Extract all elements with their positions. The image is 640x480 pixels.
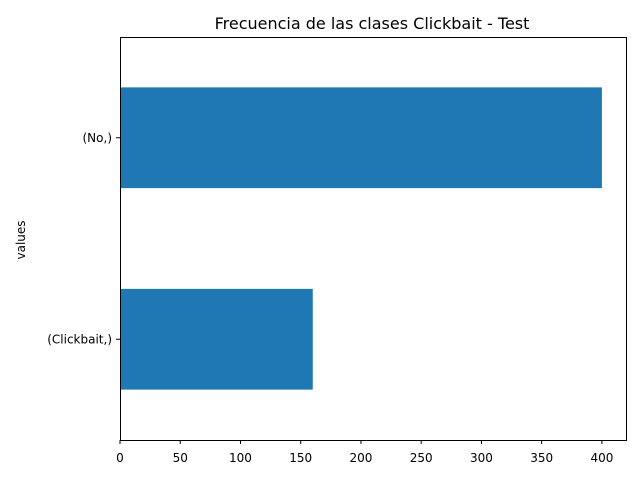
x-tick-label-1: 50 bbox=[173, 451, 188, 465]
bar-1 bbox=[120, 288, 313, 390]
x-tick-label-5: 250 bbox=[410, 451, 433, 465]
x-tick-label-6: 300 bbox=[470, 451, 493, 465]
chart-title: Frecuencia de las clases Clickbait - Tes… bbox=[215, 14, 530, 33]
y-tick-label-1: (Clickbait,) bbox=[47, 332, 112, 346]
x-tick-label-8: 400 bbox=[590, 451, 613, 465]
x-tick-label-7: 350 bbox=[530, 451, 553, 465]
bar-0 bbox=[120, 87, 602, 189]
y-ticks-group: (No,) (Clickbait,) bbox=[47, 131, 120, 346]
y-tick-label-0: (No,) bbox=[83, 131, 113, 145]
x-tick-label-0: 0 bbox=[116, 451, 124, 465]
plot-frame bbox=[120, 37, 627, 441]
x-ticks-group: 0 50 100 150 200 250 300 350 400 bbox=[116, 440, 613, 465]
x-tick-label-2: 100 bbox=[229, 451, 252, 465]
x-tick-label-3: 150 bbox=[289, 451, 312, 465]
y-axis-label: values bbox=[14, 220, 28, 259]
bars-group bbox=[120, 87, 602, 390]
x-tick-label-4: 200 bbox=[349, 451, 372, 465]
